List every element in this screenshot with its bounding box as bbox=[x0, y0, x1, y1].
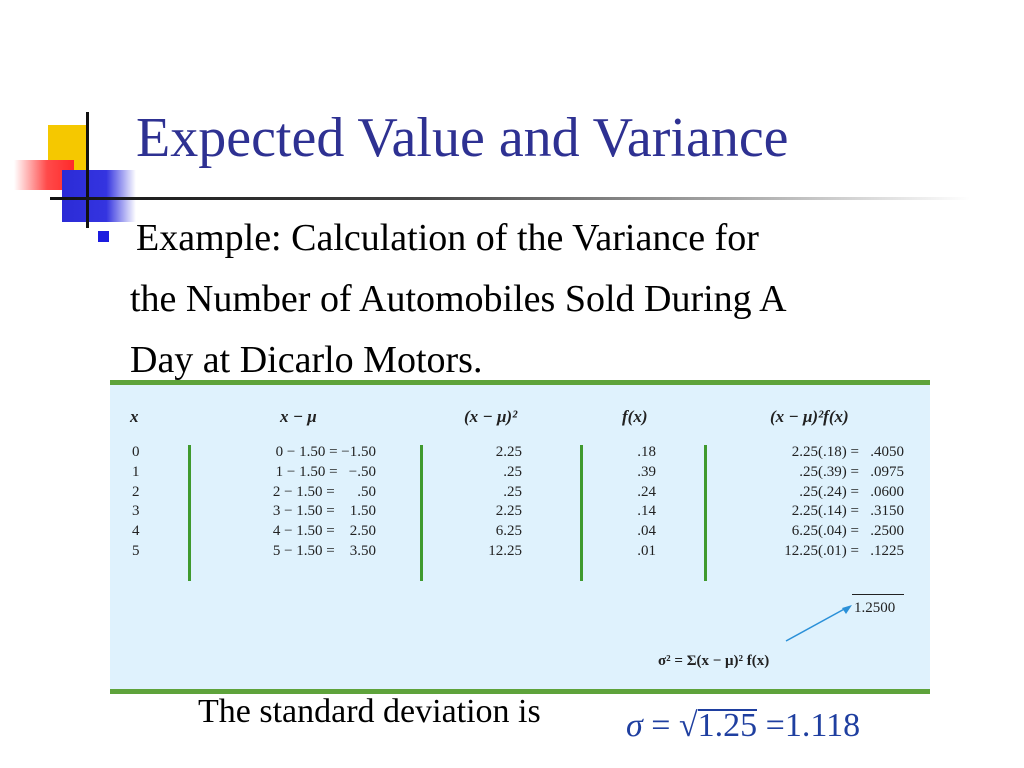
table-cell-prod: 12.25(.01) = .1225 bbox=[784, 542, 904, 559]
column-divider bbox=[704, 445, 707, 581]
column-probability: .18 .39 .24 .14 .04 .01 bbox=[616, 443, 656, 562]
equals-sign: = bbox=[765, 707, 785, 744]
variance-total: 1.2500 bbox=[854, 600, 896, 616]
table-cell-fx: .14 bbox=[637, 503, 656, 520]
header-x: x bbox=[130, 407, 139, 426]
table-cell-x: 1 bbox=[132, 463, 140, 480]
header-product: (x − μ)²f(x) bbox=[770, 407, 849, 426]
column-x: 0 1 2 3 4 5 bbox=[132, 443, 140, 562]
table-cell-x: 5 bbox=[132, 542, 140, 559]
slide-title: Expected Value and Variance bbox=[136, 107, 789, 169]
column-deviation: 0 − 1.50 = −1.50 1 − 1.50 = −.50 2 − 1.50 … bbox=[230, 443, 376, 562]
bullet-line-2: the Number of Automobiles Sold During A bbox=[130, 278, 787, 320]
bullet-square-icon bbox=[98, 231, 109, 242]
bullet-line-3: Day at Dicarlo Motors. bbox=[130, 339, 483, 381]
bullet-text: Example: Calculation of the Variance for… bbox=[130, 208, 950, 391]
table-cell-sq: 2.25 bbox=[495, 503, 522, 520]
bullet-line-1: Example: Calculation of the Variance for bbox=[136, 217, 759, 259]
table-cell-prod: 2.25(.18) = .4050 bbox=[791, 444, 904, 460]
table-cell-dev: 0 − 1.50 = −1.50 bbox=[275, 444, 376, 460]
column-squared-deviation: 2.25 .25 .25 2.25 6.25 12.25 bbox=[450, 443, 522, 562]
table-cell-prod: .25(.39) = .0975 bbox=[799, 463, 904, 480]
radicand: 1.25 bbox=[697, 707, 758, 744]
table-cell-dev: 2 − 1.50 = .50 bbox=[272, 483, 376, 500]
column-divider bbox=[580, 445, 583, 581]
header-deviation: x − μ bbox=[280, 407, 317, 426]
table-cell-sq: 2.25 bbox=[495, 444, 522, 460]
equals-sign: = bbox=[651, 707, 671, 744]
std-dev-result: 1.118 bbox=[784, 707, 861, 744]
decor-blue-square bbox=[62, 170, 136, 222]
table-cell-sq: 6.25 bbox=[495, 523, 522, 540]
column-divider bbox=[420, 445, 423, 581]
table-cell-x: 3 bbox=[132, 503, 140, 520]
table-cell-fx: .04 bbox=[637, 523, 656, 540]
column-product: 2.25(.18) = .4050 .25(.39) = .0975 .25(.24… bbox=[740, 443, 904, 562]
column-divider bbox=[188, 445, 191, 581]
table-cell-fx: .39 bbox=[637, 463, 656, 480]
table-cell-sq: .25 bbox=[503, 483, 522, 500]
arrow-icon bbox=[785, 605, 852, 642]
header-probability: f(x) bbox=[622, 407, 648, 426]
variance-table: x x − μ (x − μ)² f(x) (x − μ)²f(x) 0 1 2 3 4… bbox=[110, 380, 930, 694]
table-cell-dev: 1 − 1.50 = −.50 bbox=[275, 463, 376, 480]
table-cell-dev: 5 − 1.50 = 3.50 bbox=[272, 542, 376, 559]
sigma-symbol: σ bbox=[626, 707, 643, 744]
table-cell-dev: 4 − 1.50 = 2.50 bbox=[272, 523, 376, 540]
table-cell-sq: .25 bbox=[503, 463, 522, 480]
table-cell-x: 2 bbox=[132, 483, 140, 500]
decor-vertical-line bbox=[86, 112, 89, 228]
std-dev-formula: σ = √1.25 =1.118 bbox=[626, 707, 860, 745]
table-cell-fx: .24 bbox=[637, 483, 656, 500]
table-cell-sq: 12.25 bbox=[488, 542, 522, 559]
sqrt-icon: √ bbox=[678, 707, 698, 744]
table-cell-prod: .25(.24) = .0600 bbox=[799, 483, 904, 500]
variance-formula: σ² = Σ(x − μ)² f(x) bbox=[658, 653, 770, 669]
table-cell-prod: 2.25(.14) = .3150 bbox=[791, 503, 904, 520]
sum-underline bbox=[852, 594, 904, 595]
table-cell-x: 4 bbox=[132, 523, 140, 540]
title-divider-line bbox=[50, 197, 970, 200]
table-cell-dev: 3 − 1.50 = 1.50 bbox=[272, 503, 376, 520]
table-cell-prod: 6.25(.04) = .2500 bbox=[791, 523, 904, 540]
table-cell-x: 0 bbox=[132, 444, 140, 460]
header-squared-deviation: (x − μ)² bbox=[464, 407, 518, 426]
table-cell-fx: .18 bbox=[637, 444, 656, 460]
std-dev-label: The standard deviation is bbox=[198, 693, 541, 730]
table-cell-fx: .01 bbox=[637, 542, 656, 559]
